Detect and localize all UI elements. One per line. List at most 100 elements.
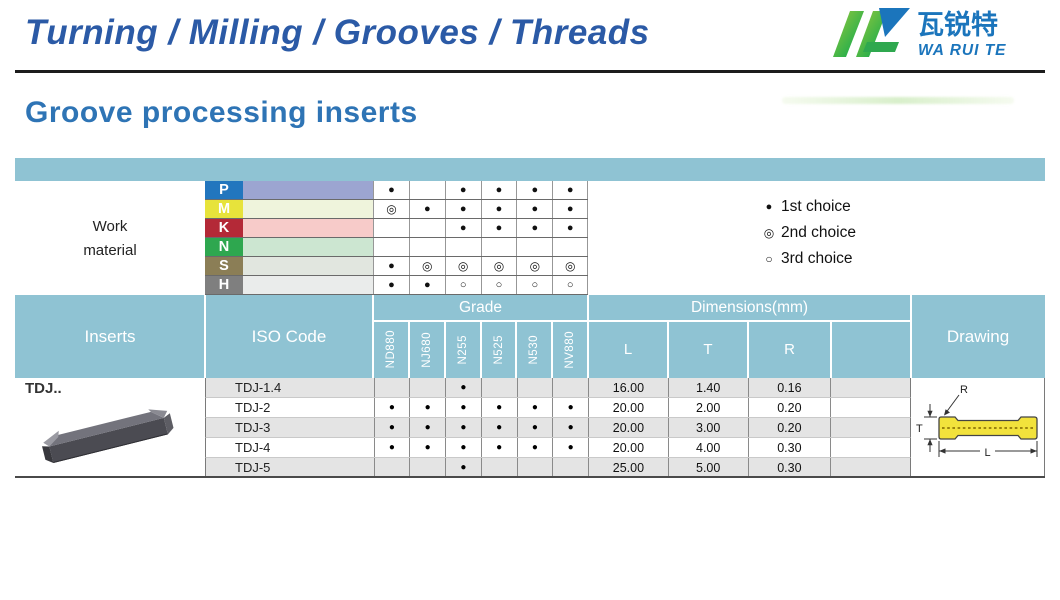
material-band — [243, 200, 373, 218]
material-code-H: H — [205, 276, 243, 294]
second-choice-dot-icon: ◎ — [763, 225, 775, 240]
table-row-TDJ-4: TDJ-4 ● ● ● ● ● ● 20.00 4.00 0.30 — [205, 438, 911, 458]
material-band — [243, 257, 373, 275]
material-row-M: M ◎ ● ● ● ● ● — [205, 200, 589, 219]
logo-mark-icon — [833, 8, 910, 57]
material-mark-cell: ◎ — [373, 200, 409, 218]
grade-column-N525: N525 — [481, 321, 517, 378]
watermark-smudge — [782, 97, 1014, 104]
material-mark-cell — [444, 238, 481, 256]
work-material-label: Work material — [15, 181, 205, 295]
dim-cell-T: 2.00 — [667, 398, 748, 417]
grade-mark-cell: ● — [445, 378, 481, 397]
grade-column-ND880: ND880 — [373, 321, 409, 378]
material-mark-cell: ● — [552, 181, 589, 199]
dim-cell-blank — [830, 398, 910, 417]
series-label: TDJ.. — [25, 380, 62, 397]
header-dim-blank — [831, 321, 911, 378]
dim-cell-R: 0.16 — [747, 378, 831, 397]
grade-mark-cell — [409, 458, 445, 477]
header-grade: Grade — [458, 299, 503, 316]
grade-mark-cell: ● — [516, 418, 553, 437]
grade-mark-cell: ● — [445, 438, 481, 457]
table-header: Inserts ISO Code Grade Dimensions(mm) Dr… — [15, 295, 1045, 378]
material-mark-cell: ○ — [516, 276, 553, 294]
dim-cell-T: 5.00 — [667, 458, 748, 477]
grade-mark-cell — [373, 458, 410, 477]
choice-legend: ● 1st choice ◎ 2nd choice ○ 3rd choice — [757, 198, 856, 267]
grade-name-label: ND880 — [384, 330, 397, 369]
drawing-label-R: R — [960, 384, 968, 396]
grade-mark-cell: ● — [480, 438, 517, 457]
header-iso-code: ISO Code — [251, 326, 327, 346]
legend-item: ◎ 2nd choice — [757, 224, 856, 241]
grade-mark-cell: ● — [516, 398, 553, 417]
material-mark-cell: ○ — [444, 276, 481, 294]
first-choice-dot-icon: ● — [765, 200, 773, 213]
grade-mark-cell: ● — [373, 438, 410, 457]
material-row-N: N — [205, 238, 589, 257]
iso-code-cell: TDJ-2 — [235, 400, 271, 415]
logo-chinese-name: 瓦锐特 — [917, 10, 998, 40]
grade-mark-cell: ● — [445, 458, 481, 477]
material-mark-cell: ● — [480, 219, 517, 237]
header-dim-L: L — [623, 341, 633, 358]
material-mark-cell: ● — [373, 257, 409, 275]
grade-mark-cell — [480, 458, 517, 477]
legend-item: ● 1st choice — [757, 198, 856, 215]
material-mark-cell — [552, 238, 589, 256]
material-mark-cell: ● — [516, 200, 553, 218]
insert-photo — [33, 404, 183, 473]
material-mark-cell: ○ — [480, 276, 517, 294]
grade-column-N530: N530 — [516, 321, 552, 378]
grade-mark-cell — [409, 378, 445, 397]
material-mark-cell: ● — [408, 200, 445, 218]
dim-cell-L: 20.00 — [588, 398, 668, 417]
table-row-TDJ-3: TDJ-3 ● ● ● ● ● ● 20.00 3.00 0.20 — [205, 418, 911, 438]
dim-cell-T: 4.00 — [667, 438, 748, 457]
header-dimensions: Dimensions(mm) — [690, 299, 809, 316]
material-mark-cell: ◎ — [444, 257, 481, 275]
grade-mark-cell — [516, 378, 553, 397]
grade-mark-cell: ● — [409, 398, 445, 417]
material-mark-cell: ◎ — [516, 257, 553, 275]
material-row-P: P ● ● ● ● ● — [205, 181, 589, 200]
table-bottom-border — [15, 476, 1045, 478]
company-logo: 瓦锐特 WA RUI TE — [833, 5, 1049, 65]
dim-cell-T: 1.40 — [667, 378, 748, 397]
grade-mark-cell: ● — [516, 438, 553, 457]
material-mark-cell: ● — [373, 276, 409, 294]
grade-mark-cell — [373, 378, 410, 397]
material-mark-cell: ● — [552, 219, 589, 237]
material-mark-cell: ● — [444, 181, 481, 199]
grade-mark-cell: ● — [445, 418, 481, 437]
grade-name-label: NV880 — [564, 330, 577, 369]
grade-mark-cell: ● — [409, 438, 445, 457]
material-code-M: M — [205, 200, 243, 218]
drawing-label-L: L — [984, 447, 990, 459]
grade-mark-cell — [552, 378, 588, 397]
material-mark-cell — [373, 219, 409, 237]
catalog-table: Work material P ● ● ● ● ● M ◎ ● ● ● ● ● K ● ● ● ● N S ● ◎ ◎ ◎ ◎ ◎… — [15, 158, 1045, 480]
dim-cell-L: 25.00 — [588, 458, 668, 477]
legend-label: 2nd choice — [781, 223, 856, 241]
material-mark-cell: ● — [408, 276, 445, 294]
dim-cell-L: 16.00 — [588, 378, 668, 397]
material-mark-cell — [480, 238, 517, 256]
dim-cell-R: 0.30 — [747, 458, 831, 477]
material-mark-cell: ● — [444, 219, 481, 237]
material-mark-cell — [516, 238, 553, 256]
header-dim-R: R — [784, 341, 795, 358]
material-mark-cell: ● — [480, 181, 517, 199]
dim-cell-T: 3.00 — [667, 418, 748, 437]
grade-mark-cell: ● — [480, 418, 517, 437]
material-row-H: H ● ● ○ ○ ○ ○ — [205, 276, 589, 295]
grade-mark-cell: ● — [480, 398, 517, 417]
grade-name-label: N525 — [492, 334, 505, 365]
dim-cell-L: 20.00 — [588, 438, 668, 457]
third-choice-dot-icon: ○ — [765, 251, 773, 266]
material-mark-cell: ◎ — [408, 257, 445, 275]
dim-cell-blank — [830, 378, 910, 397]
drawing-cell: T L R — [911, 378, 1045, 478]
grade-mark-cell: ● — [373, 418, 410, 437]
